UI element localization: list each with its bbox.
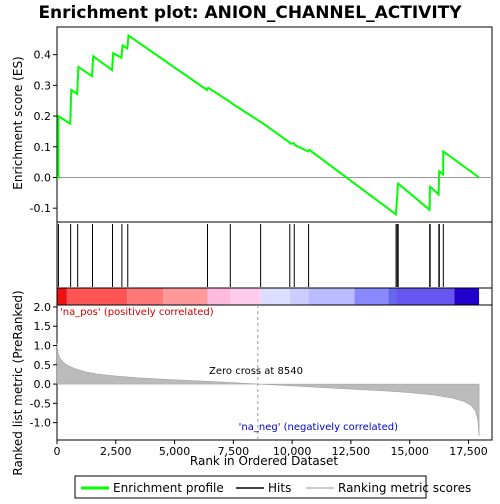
colorbar-segment [388,288,396,305]
metric-y-tick-label: -0.5 [30,397,51,410]
metric-y-tick-label: 2.0 [34,301,52,314]
enrichment-y-tick-label: -0.1 [30,202,51,215]
zero-cross-annotation: Zero cross at 8540 [209,366,303,377]
metric-y-tick-label: 0.0 [34,378,52,391]
colorbar-segment [127,288,163,305]
metric-y-tick-label: 0.5 [34,359,52,372]
enrichment-y-tick-label: 0.2 [34,110,52,123]
legend-enrichment-label: Enrichment profile [113,481,224,495]
legend-hits-label: Hits [268,481,291,495]
colorbar-segment [230,288,260,305]
chart-title: Enrichment plot: ANION_CHANNEL_ACTIVITY [38,3,462,23]
enrichment-y-tick-label: 0.1 [34,141,52,154]
colorbar-segment [67,288,127,305]
colorbar-segment [57,288,67,305]
enrichment-y-label: Enrichment score (ES) [11,56,25,189]
colorbar-segment [290,288,309,305]
legend-metric-label: Ranking metric scores [338,481,471,495]
metric-y-tick-label: 1.5 [34,320,52,333]
colorbar-segment [454,288,479,305]
hits-panel [57,222,492,288]
colorbar-segment [396,288,454,305]
metric-y-tick-label: -1.0 [30,417,51,430]
colorbar-panel [57,288,492,305]
x-tick-label: 5,000 [159,445,191,458]
colorbar-segment [207,288,230,305]
positive-correlation-label: 'na_pos' (positively correlated) [60,307,214,318]
enrichment-y-tick-label: 0.0 [34,171,52,184]
x-axis-label: Rank in Ordered Dataset [190,454,338,468]
colorbar-segment [309,288,355,305]
enrichment-panel: -0.1 0.0 0.1 0.2 0.3 0.4 [30,27,492,222]
enrichment-y-tick-label: 0.3 [34,79,52,92]
x-tick-label: 0 [54,445,61,458]
negative-correlation-label: 'na_neg' (negatively correlated) [239,422,398,433]
metric-y-tick-label: 1.0 [34,340,52,353]
enrichment-y-tick-label: 0.4 [34,49,52,62]
colorbar-segment [354,288,388,305]
metric-y-label: Ranked list metric (PreRanked) [11,290,25,475]
x-tick-label: 17,500 [449,445,488,458]
x-tick-label: 2,500 [100,445,132,458]
colorbar-segment [163,288,207,305]
colorbar-segment [261,288,290,305]
x-tick-label: 15,000 [390,445,429,458]
legend: Enrichment profile Hits Ranking metric s… [75,476,471,498]
